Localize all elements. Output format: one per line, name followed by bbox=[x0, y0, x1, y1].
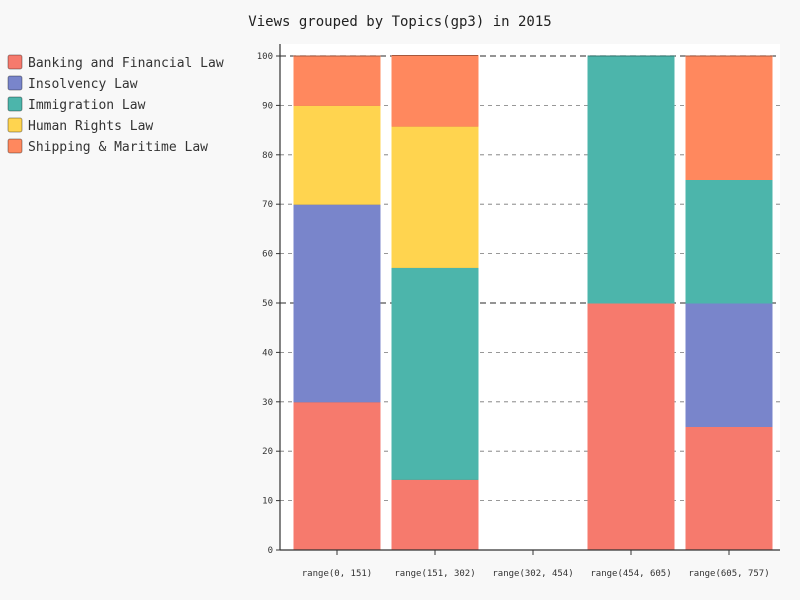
bars bbox=[293, 55, 773, 551]
bar-segment bbox=[391, 125, 479, 268]
y-tick-label: 40 bbox=[262, 348, 273, 358]
legend-swatch bbox=[7, 75, 23, 91]
x-tick-label: range(0, 151) bbox=[302, 569, 372, 579]
x-tick-label: range(605, 757) bbox=[688, 569, 769, 579]
bar-segment bbox=[293, 104, 381, 205]
bar-segment bbox=[587, 302, 675, 551]
bar-segment bbox=[685, 55, 773, 180]
y-tick-label: 100 bbox=[257, 52, 273, 62]
legend-item[interactable]: Human Rights Law bbox=[7, 117, 153, 134]
axes bbox=[279, 44, 780, 551]
y-tick-label: 90 bbox=[262, 101, 273, 111]
x-tick-label: range(302, 454) bbox=[492, 569, 573, 579]
bar-segment bbox=[391, 266, 479, 480]
x-tick-label: range(454, 605) bbox=[590, 569, 671, 579]
legend-swatch bbox=[7, 96, 23, 112]
legend-swatch bbox=[7, 117, 23, 133]
bar-segment bbox=[685, 179, 773, 304]
legend-label: Insolvency Law bbox=[28, 77, 138, 92]
y-tick-label: 30 bbox=[262, 398, 273, 408]
legend-label: Shipping & Maritime Law bbox=[28, 140, 208, 155]
bar-segment bbox=[293, 55, 381, 106]
legend-label: Immigration Law bbox=[28, 98, 146, 113]
x-tick-label: range(151, 302) bbox=[394, 569, 475, 579]
y-ticks: 0 10 20 30 40 50 60 70 80 90 100 bbox=[257, 52, 280, 556]
chart-title: Views grouped by Topics(gp3) in 2015 bbox=[248, 14, 551, 30]
x-ticks: range(0, 151) range(151, 302) range(302, 4… bbox=[302, 550, 770, 579]
bar-segment bbox=[685, 302, 773, 427]
legend-label: Human Rights Law bbox=[28, 119, 153, 134]
bar-segment bbox=[587, 55, 675, 304]
y-tick-label: 50 bbox=[262, 299, 273, 309]
bar-segment bbox=[293, 401, 381, 551]
bar-segment bbox=[391, 478, 479, 551]
y-tick-label: 60 bbox=[262, 250, 273, 260]
legend-item[interactable]: Banking and Financial Law bbox=[7, 54, 224, 71]
y-tick-label: 20 bbox=[262, 447, 273, 457]
y-tick-label: 10 bbox=[262, 497, 273, 507]
bar-segment bbox=[391, 55, 479, 127]
bar-segment bbox=[685, 426, 773, 551]
legend-item[interactable]: Immigration Law bbox=[7, 96, 146, 113]
legend-swatch bbox=[7, 54, 23, 70]
legend-item[interactable]: Insolvency Law bbox=[7, 75, 138, 92]
bar-segment bbox=[293, 203, 381, 403]
legend-label: Banking and Financial Law bbox=[28, 56, 224, 71]
y-tick-label: 80 bbox=[262, 151, 273, 161]
legend-item[interactable]: Shipping & Maritime Law bbox=[7, 138, 208, 155]
legend: Banking and Financial Law Insolvency Law I… bbox=[7, 54, 224, 155]
y-tick-label: 70 bbox=[262, 200, 273, 210]
y-tick-label: 0 bbox=[268, 546, 273, 556]
legend-swatch bbox=[7, 138, 23, 154]
